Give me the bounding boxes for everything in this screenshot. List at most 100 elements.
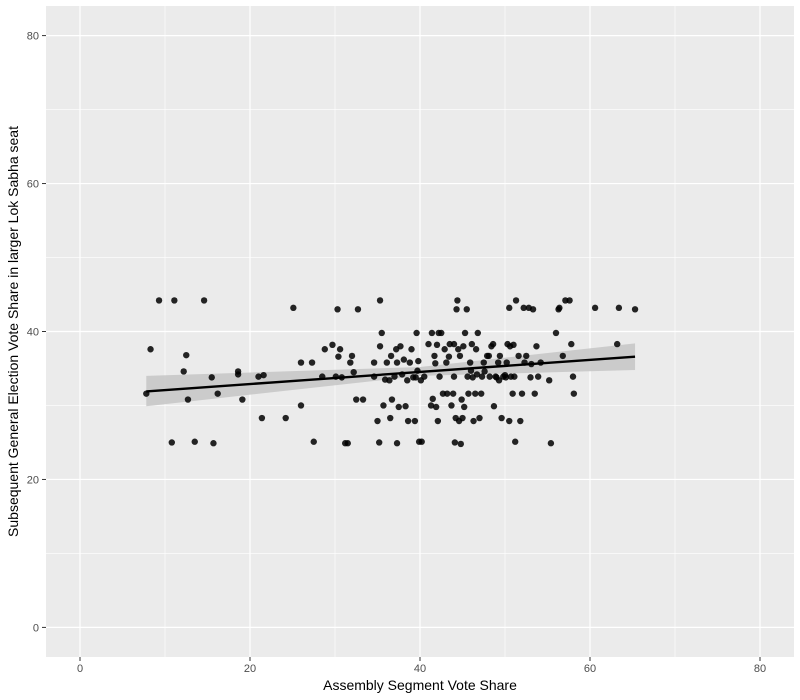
y-tick-label: 40: [27, 327, 39, 339]
data-point: [466, 359, 474, 366]
data-point: [461, 403, 468, 411]
data-point: [459, 414, 466, 422]
data-point: [546, 377, 553, 384]
data-point: [534, 373, 542, 380]
y-axis: 0 20 40 60 80: [27, 31, 46, 634]
data-point: [395, 403, 402, 411]
data-point: [408, 346, 415, 353]
data-point: [376, 343, 384, 350]
data-point: [397, 343, 404, 350]
data-point: [297, 359, 305, 366]
y-tick-label: 80: [27, 31, 39, 43]
data-point: [359, 396, 367, 403]
data-point: [454, 297, 461, 304]
data-point: [474, 329, 481, 337]
data-point: [350, 368, 357, 376]
data-point: [433, 341, 441, 349]
data-point: [376, 439, 383, 446]
data-point: [214, 390, 221, 397]
data-point: [386, 377, 393, 384]
data-point: [432, 403, 440, 411]
data-point: [444, 390, 451, 397]
data-point: [456, 352, 464, 360]
data-point: [321, 346, 328, 353]
data-point: [255, 373, 262, 380]
data-point: [461, 329, 469, 337]
data-point: [478, 390, 485, 397]
data-point: [478, 373, 486, 380]
data-point: [383, 359, 391, 366]
data-point: [432, 360, 439, 367]
data-point: [436, 373, 443, 380]
data-point: [378, 329, 385, 337]
data-point: [510, 341, 517, 349]
data-point: [155, 297, 163, 304]
data-point: [460, 343, 467, 350]
data-point: [453, 306, 460, 313]
data-point: [527, 374, 534, 381]
data-point: [480, 359, 487, 366]
data-point: [448, 402, 455, 409]
data-point: [374, 417, 381, 425]
data-point: [412, 374, 419, 381]
data-point: [404, 377, 411, 384]
data-point: [515, 352, 522, 360]
data-point: [297, 402, 305, 409]
data-point: [457, 440, 464, 448]
data-point: [258, 414, 266, 422]
data-point: [376, 297, 384, 304]
data-point: [406, 359, 413, 366]
data-point: [147, 346, 154, 353]
data-point: [308, 359, 316, 366]
data-point: [344, 440, 351, 447]
data-point: [210, 440, 217, 447]
y-tick-label: 20: [27, 474, 39, 486]
data-point: [234, 368, 242, 375]
data-point: [631, 306, 639, 313]
trend-line-group: [146, 355, 636, 393]
data-point: [531, 390, 538, 397]
data-point: [552, 329, 560, 337]
data-point: [506, 417, 513, 425]
data-point: [473, 371, 481, 378]
data-point: [476, 414, 483, 422]
data-point: [434, 417, 442, 425]
data-point: [472, 390, 479, 397]
data-point: [171, 297, 178, 304]
data-point: [481, 368, 488, 375]
x-axis: 0 20 40 60 80: [77, 657, 766, 675]
data-point: [183, 351, 190, 359]
data-point: [517, 417, 524, 425]
data-point: [472, 346, 480, 353]
data-point: [559, 352, 566, 360]
data-point: [421, 373, 428, 380]
data-point: [370, 359, 378, 366]
data-point: [489, 340, 497, 348]
data-point: [443, 359, 450, 366]
data-point: [393, 359, 401, 366]
data-point: [425, 340, 432, 348]
data-point: [282, 414, 289, 422]
data-point: [569, 373, 577, 380]
data-point: [518, 390, 526, 397]
data-point: [180, 368, 187, 375]
data-point: [402, 403, 409, 410]
data-point: [290, 304, 297, 312]
y-tick-label: 0: [33, 622, 39, 634]
data-point: [486, 373, 493, 380]
data-point: [411, 417, 419, 425]
data-point: [427, 402, 435, 409]
data-point: [445, 353, 453, 360]
data-point: [520, 304, 527, 312]
data-point: [335, 353, 342, 360]
x-tick-label: 60: [584, 663, 596, 675]
data-point: [470, 417, 477, 425]
data-point: [438, 329, 445, 337]
data-point: [260, 371, 267, 379]
data-point: [529, 306, 537, 313]
x-tick-label: 80: [754, 663, 766, 675]
data-point: [336, 346, 344, 353]
data-point: [468, 340, 476, 348]
data-point: [413, 329, 420, 337]
